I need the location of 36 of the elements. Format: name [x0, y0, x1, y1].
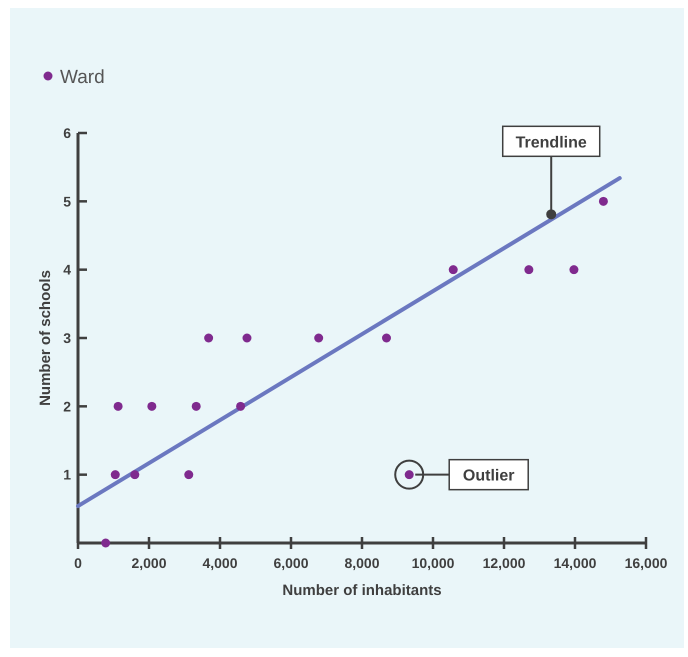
x-tick-label: 12,000 [482, 555, 526, 571]
x-tick-label: 2,000 [131, 555, 167, 571]
legend-label: Ward [60, 67, 105, 88]
y-tick-label: 6 [63, 125, 72, 141]
point [110, 470, 120, 480]
point [204, 334, 214, 342]
annotation: Outlier [462, 468, 514, 485]
y-axis-title: Number of schools [37, 270, 54, 406]
point [524, 265, 534, 274]
point [448, 265, 458, 274]
point [192, 402, 201, 411]
point [101, 538, 110, 548]
point [314, 334, 324, 342]
x-tick-label: 4,000 [202, 555, 238, 571]
point [236, 402, 246, 411]
y-tick-label: 1 [63, 466, 72, 483]
y-tick-label: 5 [63, 193, 72, 210]
x-tick-label: 0 [74, 555, 82, 571]
point [130, 470, 140, 480]
point [382, 334, 391, 342]
point [598, 196, 608, 206]
annotation: Trendline [516, 134, 587, 152]
x-tick-label: 6,000 [273, 555, 309, 571]
x-tick-label: 10,000 [412, 555, 455, 571]
point [184, 470, 194, 480]
point [242, 334, 252, 342]
point [114, 402, 123, 411]
x-axis-title: Number of inhabitants [282, 582, 442, 599]
x-tick-label: 16,000 [624, 555, 668, 571]
y-tick-label: 3 [63, 330, 72, 346]
point [569, 265, 578, 274]
y-tick-label: 2 [63, 398, 72, 414]
x-tick-label: 8,000 [344, 555, 380, 571]
y-tick-label: 4 [63, 262, 72, 278]
point [147, 402, 156, 411]
x-tick-label: 14,000 [554, 555, 597, 571]
